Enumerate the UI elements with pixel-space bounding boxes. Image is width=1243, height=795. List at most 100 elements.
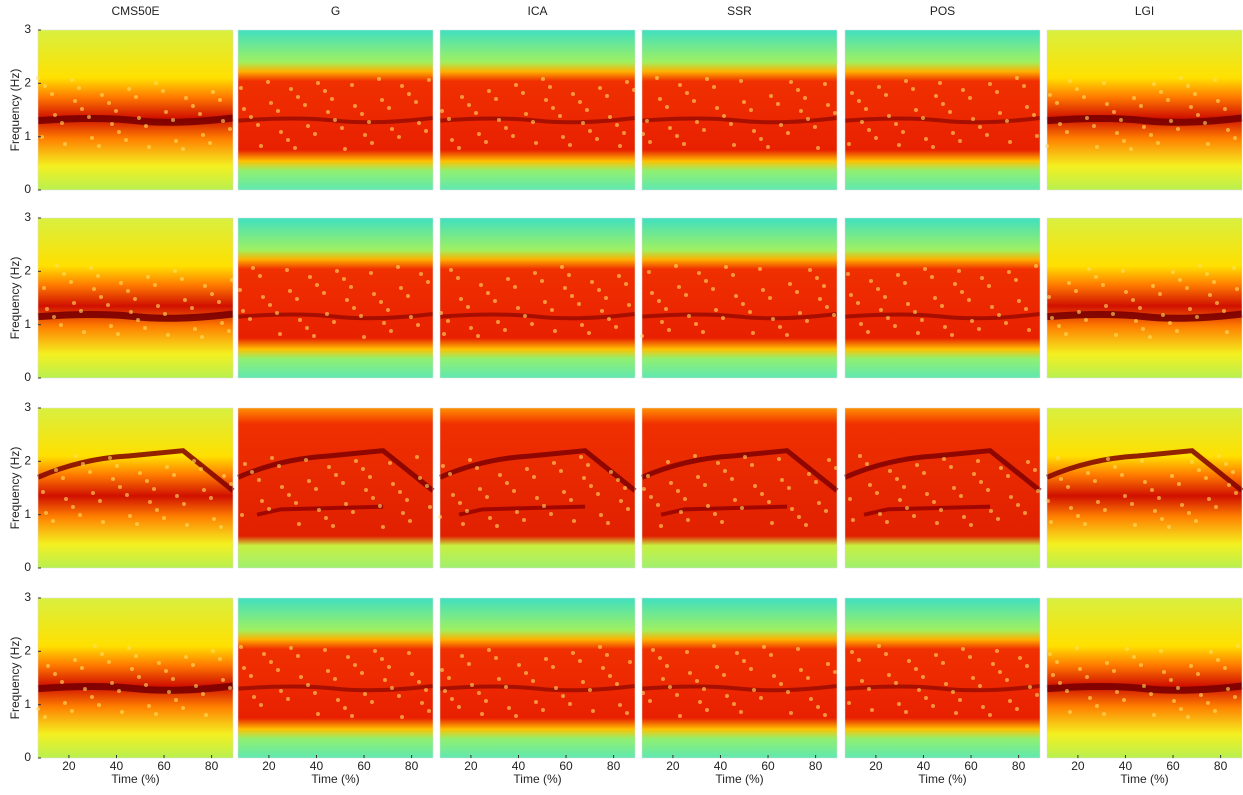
speckle (551, 106, 555, 110)
speckle (50, 92, 54, 96)
speckle (1094, 275, 1098, 279)
speckle (752, 129, 756, 133)
speckle (343, 706, 347, 710)
speckle (350, 83, 354, 87)
speckle (1078, 667, 1082, 671)
speckle (296, 654, 300, 658)
speckle (759, 137, 763, 141)
speckle (809, 697, 813, 701)
speckle (193, 327, 197, 331)
speckle (1158, 292, 1162, 296)
speckle (959, 494, 963, 498)
speckle (753, 484, 757, 488)
speckle (767, 500, 771, 504)
speckle (242, 666, 246, 670)
spectrogram (440, 598, 635, 758)
speckle (600, 309, 604, 313)
speckle (256, 123, 260, 127)
speckle (1035, 134, 1039, 138)
ridge (38, 314, 233, 318)
speckle (379, 300, 383, 304)
speckle (279, 130, 283, 134)
speckle (1048, 93, 1052, 97)
speckle (382, 321, 386, 325)
speckle (1160, 517, 1164, 521)
speckle (1196, 113, 1200, 117)
speckle (64, 497, 68, 501)
speckle (803, 96, 807, 100)
speckle (163, 312, 167, 316)
speckle (387, 665, 391, 669)
speckle (682, 142, 686, 146)
speckle (45, 307, 49, 311)
speckle (661, 677, 665, 681)
speckle (888, 469, 892, 473)
speckle (314, 487, 318, 491)
speckle (486, 291, 490, 295)
speckle (833, 670, 837, 674)
speckle (1142, 125, 1146, 129)
speckle (1050, 316, 1054, 320)
speckle (479, 283, 483, 287)
column-title: LGI (1135, 4, 1154, 18)
speckle (493, 299, 497, 303)
speckle (147, 704, 151, 708)
speckle (615, 682, 619, 686)
speckle (1169, 678, 1173, 682)
speckle (931, 704, 935, 708)
speckle (459, 297, 463, 301)
speckle (697, 271, 701, 275)
speckle (410, 672, 414, 676)
speckle (63, 701, 67, 705)
speckle (985, 133, 989, 137)
x-axis-label: Time (%) (918, 772, 966, 786)
speckle (175, 494, 179, 498)
speckle (807, 472, 811, 476)
speckle (101, 520, 105, 524)
speckle (642, 487, 646, 491)
speckle (533, 271, 537, 275)
speckle (447, 117, 451, 121)
speckle (373, 649, 377, 653)
speckle (1085, 116, 1089, 120)
speckle (823, 713, 827, 717)
speckle (171, 118, 175, 122)
speckle (400, 84, 404, 88)
speckle (259, 703, 263, 707)
speckle (875, 491, 879, 495)
speckle (648, 140, 652, 144)
speckle (596, 492, 600, 496)
spectrogram (642, 30, 837, 190)
speckle (868, 483, 872, 487)
speckle (1009, 495, 1013, 499)
speckle (306, 124, 310, 128)
speckle (388, 461, 392, 465)
speckle (276, 109, 280, 113)
y-tick-label: 3 (24, 210, 31, 224)
speckle (333, 677, 337, 681)
speckle (948, 110, 952, 114)
speckle (442, 332, 446, 336)
speckle (997, 313, 1001, 317)
speckle (870, 708, 874, 712)
speckle (93, 644, 97, 648)
speckle (1034, 264, 1038, 268)
x-tick-label: 20 (869, 759, 883, 773)
speckle (995, 90, 999, 94)
speckle (323, 89, 327, 93)
speckle (739, 710, 743, 714)
speckle (693, 454, 697, 458)
speckle (461, 522, 465, 526)
speckle (817, 501, 821, 505)
speckle (532, 475, 536, 479)
speckle (1133, 523, 1137, 527)
speckle (407, 651, 411, 655)
speckle (313, 132, 317, 136)
speckle (615, 123, 619, 127)
speckle (544, 98, 548, 102)
speckle (242, 107, 246, 111)
speckle (786, 690, 790, 694)
speckle (605, 653, 609, 657)
speckle (1179, 76, 1183, 80)
speckle (323, 648, 327, 652)
